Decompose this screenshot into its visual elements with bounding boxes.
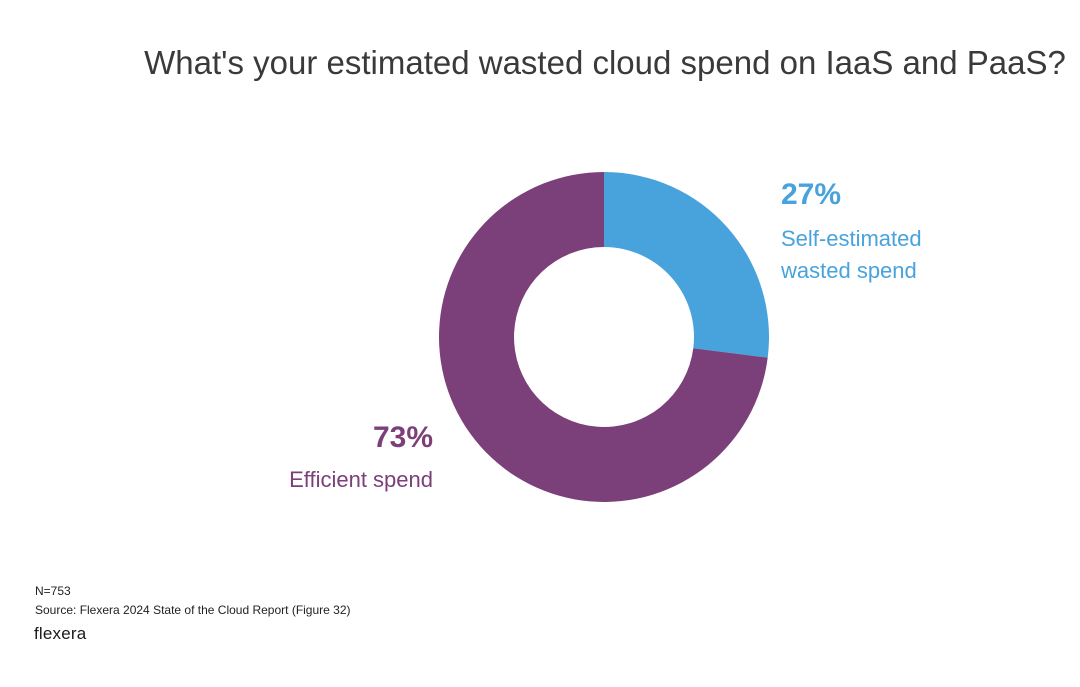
donut-slice-wasted <box>604 172 769 358</box>
wasted-category-label: Self-estimated wasted spend <box>781 223 922 287</box>
efficient-percentage-label: 73% <box>372 421 433 454</box>
efficient-category-label: Efficient spend <box>289 467 433 492</box>
wasted-percentage-label: 27% <box>781 178 842 211</box>
sample-size: N=753 <box>35 584 71 598</box>
donut-slice-efficient <box>438 172 768 503</box>
flexera-logo: flexera <box>34 624 87 643</box>
wasted-label-line1: Self-estimated <box>781 226 922 251</box>
source-note: Source: Flexera 2024 State of the Cloud … <box>35 603 351 617</box>
chart-title: What's your estimated wasted cloud spend… <box>144 44 1066 81</box>
wasted-label-line2: wasted spend <box>781 258 917 283</box>
